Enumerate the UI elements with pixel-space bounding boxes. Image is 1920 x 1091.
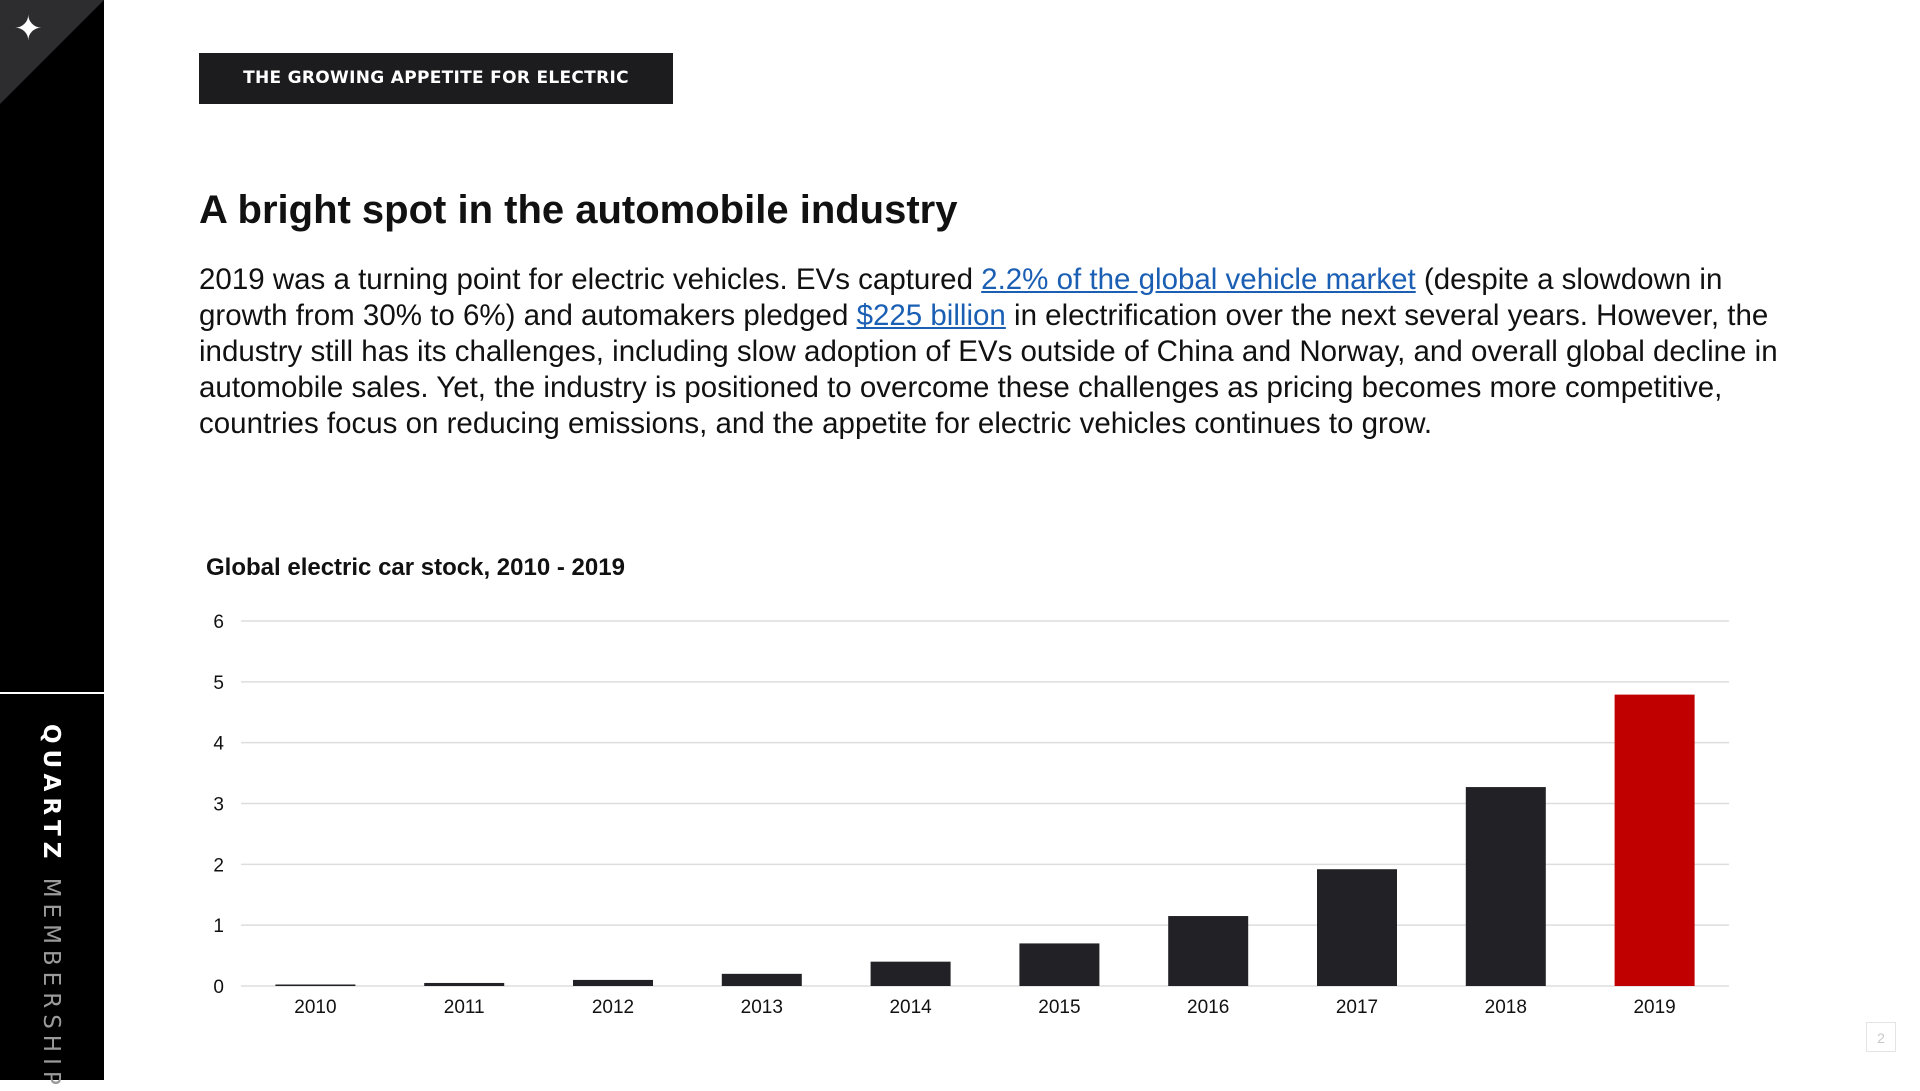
page-title: A bright spot in the automobile industry — [199, 188, 958, 232]
investment-link[interactable]: $225 billion — [856, 299, 1006, 332]
x-tick-label: 2013 — [741, 997, 783, 1018]
bar — [721, 973, 802, 986]
y-tick-label: 3 — [213, 795, 224, 816]
bar — [870, 961, 951, 986]
sparkle-icon[interactable]: ✦ — [14, 9, 43, 49]
x-tick-label: 2010 — [294, 997, 336, 1018]
x-tick-label: 2019 — [1633, 997, 1675, 1018]
corner-tab[interactable] — [0, 0, 104, 104]
y-tick-label: 0 — [213, 977, 224, 998]
y-tick-label: 6 — [213, 612, 224, 633]
bar — [275, 984, 356, 986]
body-text-1: 2019 was a turning point for electric ve… — [199, 263, 982, 296]
page-number: 2 — [1866, 1022, 1896, 1052]
y-tick-label: 1 — [213, 916, 224, 937]
y-tick-label: 5 — [213, 673, 224, 694]
x-tick-label: 2017 — [1336, 997, 1378, 1018]
bar — [1614, 694, 1695, 986]
body-text-3: in electrification over the next several… — [199, 299, 1778, 440]
body-paragraph: 2019 was a turning point for electric ve… — [199, 262, 1779, 442]
bar — [573, 979, 653, 986]
x-tick-label: 2012 — [592, 997, 634, 1018]
x-tick-label: 2011 — [444, 997, 485, 1018]
bar — [1019, 943, 1100, 986]
market-share-link[interactable]: 2.2% of the global vehicle market — [981, 263, 1416, 296]
x-tick-label: 2014 — [889, 997, 932, 1018]
brand-membership: MEMBERSHIP — [38, 877, 64, 1091]
brand-wordmark: QUARTZ MEMBERSHIP — [38, 724, 64, 1091]
x-tick-label: 2016 — [1187, 997, 1229, 1018]
brand-quartz: QUARTZ — [38, 724, 64, 865]
y-tick-label: 2 — [213, 855, 224, 876]
bar — [424, 982, 505, 986]
y-tick-label: 4 — [213, 734, 224, 755]
sidebar: ✦ QUARTZ MEMBERSHIP — [0, 0, 104, 1091]
sidebar-divider — [0, 692, 104, 694]
bar — [1465, 787, 1546, 986]
x-tick-label: 2018 — [1485, 997, 1527, 1018]
body-text-2: (despite a slowdown in growth from 30% t… — [199, 263, 1723, 332]
x-tick-label: 2015 — [1038, 997, 1080, 1018]
bar — [1168, 916, 1249, 986]
bar — [1317, 869, 1397, 986]
section-tag: THE GROWING APPETITE FOR ELECTRIC VEHICL… — [199, 53, 673, 139]
chart-title: Global electric car stock, 2010 - 2019 — [206, 554, 625, 581]
